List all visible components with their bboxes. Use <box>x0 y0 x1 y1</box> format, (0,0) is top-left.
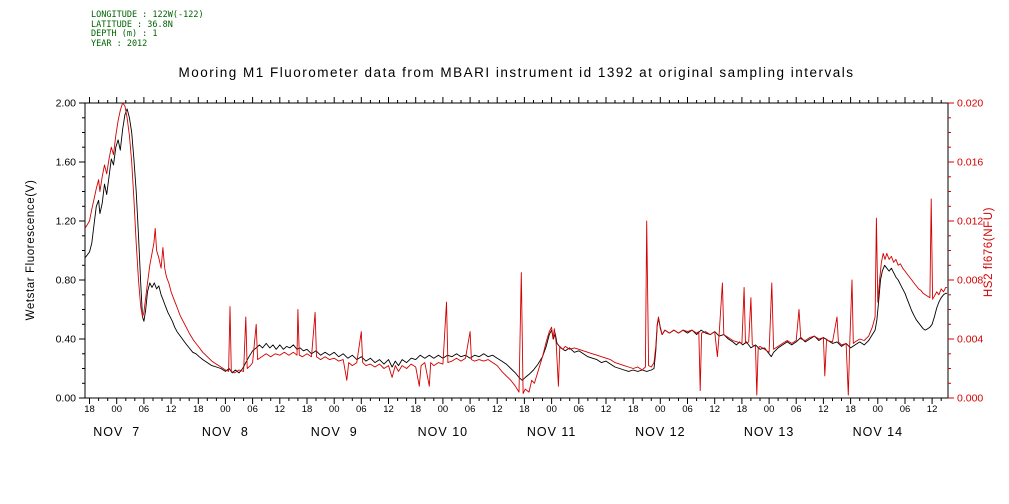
x-tick-label: 12 <box>927 404 938 415</box>
x-tick-label: 00 <box>329 404 340 415</box>
y-right-tick-label: 0.016 <box>957 157 983 169</box>
meta-year: YEAR : 2012 <box>91 38 148 49</box>
x-tick-label: 12 <box>601 404 612 415</box>
series-line-hs2 <box>84 102 948 396</box>
y-left-tick-label: 1.20 <box>56 216 77 228</box>
x-tick-label: 00 <box>220 404 231 415</box>
x-tick-label: 18 <box>302 404 313 415</box>
y-left-tick-label: 0.80 <box>56 275 77 287</box>
x-tick-label: 06 <box>247 404 258 415</box>
x-tick-label: 12 <box>275 404 286 415</box>
x-tick-label: 06 <box>900 404 911 415</box>
y-right-tick-label: 0.004 <box>957 334 983 346</box>
date-label: NOV 14 <box>853 425 903 439</box>
chart-title: Mooring M1 Fluorometer data from MBARI i… <box>178 65 855 80</box>
x-tick-label: 12 <box>166 404 177 415</box>
y-left-tick-label: 1.60 <box>56 157 77 169</box>
x-tick-label: 12 <box>492 404 503 415</box>
x-tick-label: 00 <box>546 404 557 415</box>
x-tick-label: 06 <box>465 404 476 415</box>
date-label: NOV 8 <box>202 425 249 439</box>
x-tick-label: 12 <box>818 404 829 415</box>
date-label: NOV 13 <box>744 425 794 439</box>
x-tick-label: 00 <box>438 404 449 415</box>
y-left-tick-label: 2.00 <box>56 98 77 110</box>
x-tick-label: 12 <box>709 404 720 415</box>
y-right-tick-label: 0.012 <box>957 216 983 228</box>
date-label: NOV 10 <box>418 425 468 439</box>
y-left-tick-label: 0.40 <box>56 334 77 346</box>
x-tick-label: 18 <box>845 404 856 415</box>
x-tick-label: 00 <box>111 404 122 415</box>
x-tick-label: 18 <box>737 404 748 415</box>
y-right-tick-label: 0.008 <box>957 275 983 287</box>
meta-depth: DEPTH (m) : 1 <box>91 29 158 39</box>
series-line-wetstar <box>84 108 948 381</box>
header-metadata: LONGITUDE : 122W(-122) LATITUDE : 36.8N … <box>91 10 204 49</box>
y-right-tick-label: 0.000 <box>957 393 983 405</box>
x-tick-label: 06 <box>139 404 150 415</box>
meta-longitude: LONGITUDE : 122W(-122) <box>91 10 204 20</box>
date-label: NOV 7 <box>93 425 140 439</box>
right-axis-title: HS2 fl676(NFU) <box>983 206 995 298</box>
x-tick-label: 18 <box>628 404 639 415</box>
plot-frame <box>84 102 949 399</box>
date-label: NOV 11 <box>527 425 577 439</box>
left-axis-title: Wetstar Fluorescence(V) <box>25 179 37 321</box>
x-tick-label: 00 <box>655 404 666 415</box>
x-tick-label: 00 <box>873 404 884 415</box>
meta-latitude: LATITUDE : 36.8N <box>91 19 173 30</box>
y-right-tick-label: 0.020 <box>957 98 983 110</box>
date-label: NOV 12 <box>635 425 685 439</box>
x-tick-label: 06 <box>791 404 802 415</box>
x-tick-label: 06 <box>682 404 693 415</box>
x-tick-label: 18 <box>84 404 95 415</box>
x-tick-label: 06 <box>574 404 585 415</box>
x-tick-label: 18 <box>410 404 421 415</box>
y-left-tick-label: 0.00 <box>56 393 77 405</box>
x-tick-label: 18 <box>193 404 204 415</box>
x-tick-label: 06 <box>356 404 367 415</box>
x-tick-label: 00 <box>764 404 775 415</box>
date-label: NOV 9 <box>311 425 358 439</box>
x-tick-label: 18 <box>519 404 530 415</box>
x-tick-label: 12 <box>383 404 394 415</box>
